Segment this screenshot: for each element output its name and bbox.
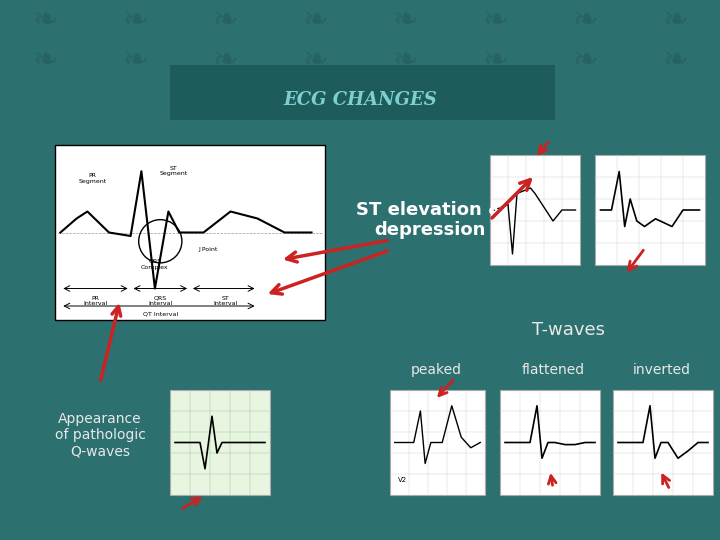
Text: ❧: ❧ xyxy=(212,45,238,75)
Text: ST
Segment: ST Segment xyxy=(160,166,188,177)
Text: ❧: ❧ xyxy=(392,45,418,75)
Text: ❧: ❧ xyxy=(482,45,508,75)
Text: QRS
Complex: QRS Complex xyxy=(141,259,168,269)
Bar xyxy=(170,65,555,120)
Text: PR
Interval: PR Interval xyxy=(84,295,107,306)
Text: ❧: ❧ xyxy=(482,5,508,35)
Text: ❧: ❧ xyxy=(392,5,418,35)
Text: ❧: ❧ xyxy=(572,45,598,75)
Text: peaked: peaked xyxy=(410,363,462,377)
Text: ❧: ❧ xyxy=(212,5,238,35)
Text: ❧: ❧ xyxy=(122,45,148,75)
Text: J Point: J Point xyxy=(198,247,217,253)
Text: V2: V2 xyxy=(397,477,407,483)
Bar xyxy=(55,145,325,320)
Text: flattened: flattened xyxy=(521,363,585,377)
Text: ❧: ❧ xyxy=(32,5,58,35)
Bar xyxy=(390,390,485,495)
Text: T-waves: T-waves xyxy=(531,321,605,339)
Bar xyxy=(490,155,580,265)
Bar xyxy=(613,390,713,495)
Text: PR
Segment: PR Segment xyxy=(78,173,107,184)
Text: inverted: inverted xyxy=(633,363,691,377)
Bar xyxy=(500,390,600,495)
Text: ❧: ❧ xyxy=(122,5,148,35)
Text: ECG CHANGES: ECG CHANGES xyxy=(283,91,437,109)
Text: ❧: ❧ xyxy=(32,45,58,75)
Text: ST
Interval: ST Interval xyxy=(213,295,237,306)
Text: QRS
Interval: QRS Interval xyxy=(148,295,172,306)
Text: ❧: ❧ xyxy=(302,45,328,75)
Bar xyxy=(595,155,705,265)
Bar xyxy=(170,390,270,495)
Text: QT Interval: QT Interval xyxy=(143,311,178,316)
Text: ST elevation &
depression: ST elevation & depression xyxy=(356,200,504,239)
Text: ❧: ❧ xyxy=(662,45,688,75)
Text: ❧: ❧ xyxy=(302,5,328,35)
Text: Appearance
of pathologic
Q-waves: Appearance of pathologic Q-waves xyxy=(55,412,145,458)
Text: ❧: ❧ xyxy=(662,5,688,35)
Text: ❧: ❧ xyxy=(572,5,598,35)
